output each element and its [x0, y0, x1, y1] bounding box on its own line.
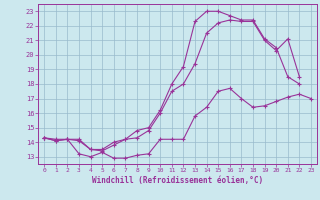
X-axis label: Windchill (Refroidissement éolien,°C): Windchill (Refroidissement éolien,°C)	[92, 176, 263, 185]
